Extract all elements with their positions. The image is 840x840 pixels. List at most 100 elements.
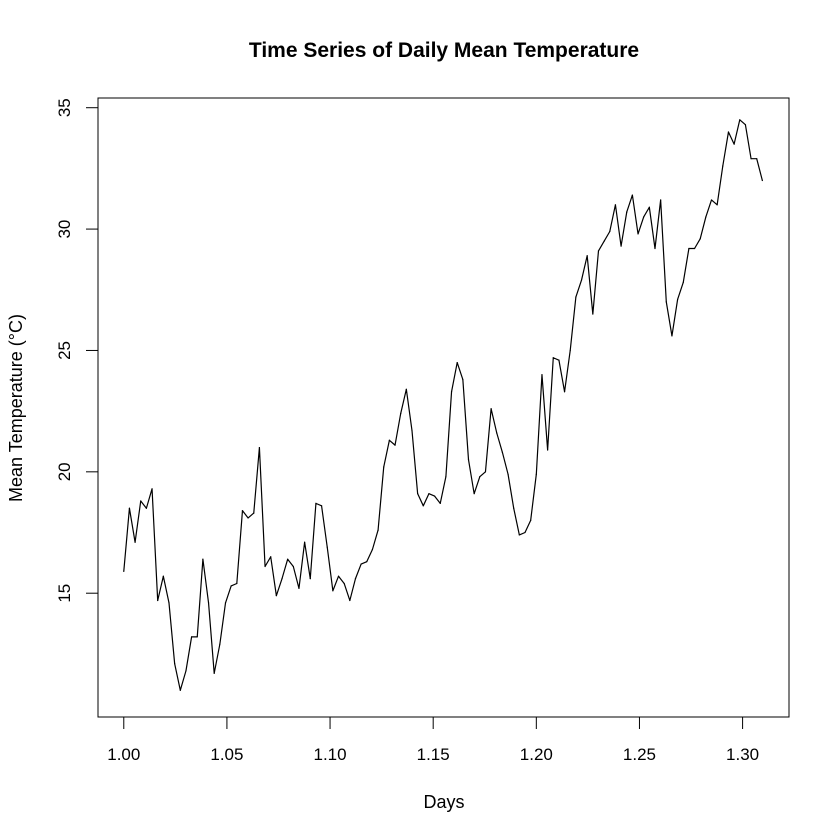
data-point <box>507 473 509 475</box>
x-tick-label: 1.05 <box>210 745 243 764</box>
data-point <box>202 558 204 560</box>
series-points <box>123 119 763 691</box>
data-point <box>134 541 136 543</box>
data-point <box>174 663 176 665</box>
data-point <box>304 541 306 543</box>
data-point <box>320 505 323 507</box>
x-tick-label: 1.00 <box>107 745 140 764</box>
data-point <box>326 546 328 548</box>
data-point <box>162 575 164 577</box>
chart-title: Time Series of Daily Mean Temperature <box>249 39 639 62</box>
data-point <box>128 507 131 509</box>
data-point <box>530 519 532 521</box>
data-point <box>558 359 560 361</box>
data-point <box>388 439 390 441</box>
data-point <box>349 599 351 602</box>
data-point <box>614 204 617 206</box>
data-point <box>620 245 622 247</box>
data-point <box>518 534 520 536</box>
data-point <box>213 672 215 674</box>
data-point <box>705 216 707 218</box>
data-point <box>230 585 232 587</box>
data-point <box>241 510 244 512</box>
data-point <box>270 556 272 558</box>
data-point <box>665 301 667 303</box>
data-point <box>360 563 362 565</box>
data-point <box>450 391 453 393</box>
data-point <box>157 599 159 602</box>
data-point <box>569 349 571 352</box>
data-point <box>298 587 300 589</box>
data-point <box>247 517 249 519</box>
data-point <box>496 432 498 434</box>
data-point <box>371 548 374 551</box>
data-point <box>219 643 221 645</box>
data-point <box>253 512 255 514</box>
data-point <box>501 451 504 454</box>
data-point <box>563 391 566 393</box>
data-point <box>575 296 577 298</box>
data-point <box>524 531 526 534</box>
data-point <box>597 250 600 252</box>
data-point <box>671 335 673 337</box>
data-point <box>343 582 345 585</box>
data-point <box>405 388 407 390</box>
data-point <box>688 247 690 250</box>
data-point <box>315 502 317 504</box>
x-tick-label: 1.15 <box>417 745 450 764</box>
data-point <box>626 211 628 213</box>
data-point <box>473 493 475 495</box>
data-point <box>484 471 487 473</box>
data-point <box>733 143 735 145</box>
data-point <box>677 298 679 301</box>
y-tick-label: 35 <box>55 98 74 117</box>
data-point <box>179 689 181 691</box>
data-point <box>224 602 227 604</box>
data-point <box>586 255 588 257</box>
data-point <box>541 374 543 376</box>
data-point <box>332 590 334 592</box>
data-point <box>710 199 713 201</box>
data-point <box>281 578 283 580</box>
y-tick-label: 30 <box>55 220 74 239</box>
data-point <box>123 570 125 572</box>
data-point <box>264 565 266 568</box>
data-point <box>394 444 396 446</box>
data-point <box>603 240 605 242</box>
data-point <box>140 500 142 502</box>
data-point <box>739 119 741 121</box>
data-point <box>287 558 289 560</box>
x-tick-label: 1.30 <box>726 745 759 764</box>
data-point <box>761 179 763 182</box>
data-point <box>434 495 436 497</box>
data-point <box>191 636 193 638</box>
data-point <box>722 165 724 167</box>
data-point <box>547 449 549 451</box>
data-point <box>699 238 701 240</box>
data-point <box>439 502 441 504</box>
data-point <box>462 378 464 381</box>
data-point <box>207 602 210 604</box>
series-line-mean-temperature <box>123 119 763 691</box>
y-axis: 15 20 25 30 35 <box>55 98 99 603</box>
data-point <box>727 131 730 133</box>
data-point <box>535 473 537 475</box>
data-point <box>467 459 470 461</box>
data-point <box>145 507 147 509</box>
plot-frame <box>97 97 790 718</box>
x-tick-label: 1.10 <box>314 745 347 764</box>
data-point <box>456 361 458 364</box>
data-point <box>660 199 662 201</box>
data-point <box>400 412 402 415</box>
data-point <box>513 507 515 509</box>
data-point <box>716 204 718 206</box>
data-point <box>151 488 153 490</box>
x-tick-label: 1.20 <box>520 745 553 764</box>
y-tick-label: 15 <box>55 584 74 603</box>
x-axis-label: Days <box>423 792 464 812</box>
data-point <box>236 582 238 585</box>
y-axis-label: Mean Temperature (°C) <box>6 314 26 502</box>
data-point <box>417 493 419 495</box>
data-point <box>445 476 447 478</box>
